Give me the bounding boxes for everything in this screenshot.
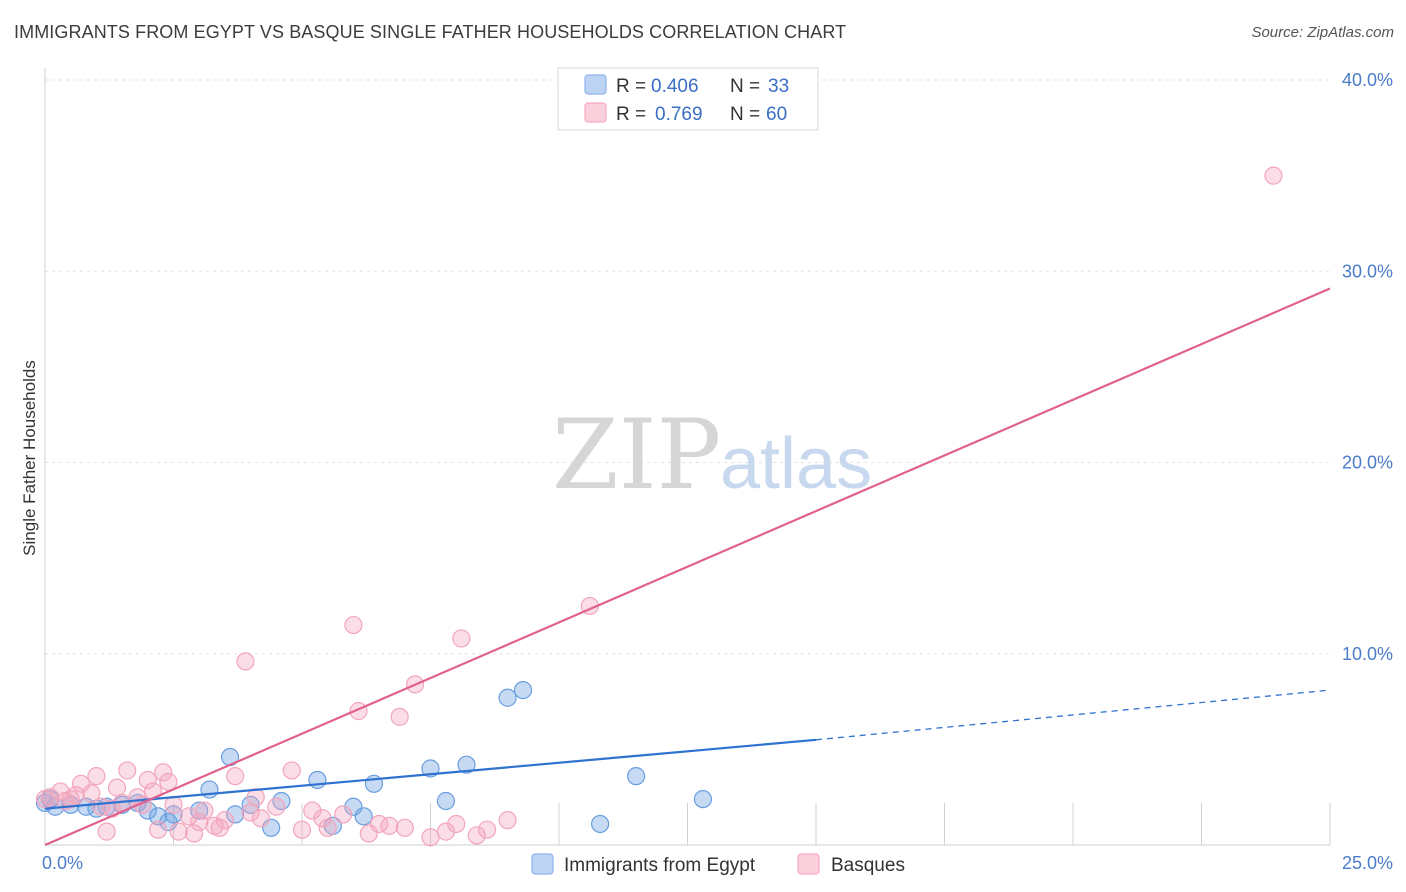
point-basques-19 [169,822,188,841]
watermark: ZIP atlas [552,399,872,511]
point-basques-40 [390,707,409,726]
y-tick-labels: 10.0% 20.0% 30.0% 40.0% [1342,70,1393,664]
bottom-legend-swatch-basques [797,853,820,875]
y-tick-label-3: 40.0% [1342,70,1393,90]
point-egypt-22 [354,807,373,826]
point-basques-46 [477,820,497,839]
bottom-legend-label-basques: Basques [831,855,905,876]
legend-r-label-basques: R = [616,104,646,125]
point-basques-22 [190,812,209,832]
x-tick-label-max: 25.0% [1342,853,1393,873]
point-basques-51 [61,789,80,809]
bottom-legend: Immigrants from Egypt Basques [531,853,905,876]
point-egypt-29 [693,789,713,809]
trend-line-basques [44,287,1331,847]
point-basques-11 [118,761,137,780]
point-egypt-15 [226,805,245,824]
y-tick-label-2: 30.0% [1342,261,1393,281]
point-egypt-28 [626,767,646,786]
legend: R = 0.406 N = 33 R = 0.769 N = 60 [557,67,819,131]
point-basques-57 [380,816,399,835]
point-egypt-18 [272,791,291,811]
point-basques-27 [236,652,255,671]
source-label: Source: ZipAtlas.com [1251,24,1394,41]
point-basques-18 [164,795,183,814]
trend-lines [44,287,1331,847]
trend-line-egypt-extension [815,689,1331,741]
point-basques-33 [303,801,322,820]
point-basques-55 [246,788,265,807]
point-basques-1 [51,782,70,801]
chart-title: IMMIGRANTS FROM EGYPT VS BASQUE SINGLE F… [14,22,847,42]
point-egypt-31 [513,680,533,700]
point-basques-35 [334,805,353,824]
legend-r-label-egypt: R = [616,76,646,97]
point-basques-14 [138,770,157,790]
point-basques-16 [148,820,168,839]
y-tick-label-1: 20.0% [1342,453,1393,473]
point-egypt-24 [421,759,440,778]
point-egypt-25 [436,791,456,811]
trend-line-egypt [44,738,817,810]
point-basques-50 [35,789,55,809]
bottom-legend-swatch-egypt [531,853,554,875]
y-axis-label: Single Father Households [20,360,39,556]
point-basques-59 [467,826,486,845]
point-basques-41 [395,818,414,837]
point-basques-44 [447,814,466,834]
legend-r-value-basques: 0.769 [655,104,703,125]
point-basques-34 [318,818,337,837]
point-basques-58 [421,828,440,847]
legend-swatch-egypt [584,74,607,95]
point-egypt-8 [138,801,157,820]
point-basques-30 [267,797,286,816]
legend-n-label-basques: N = [730,104,760,125]
legend-swatch-basques [584,102,607,123]
point-basques-54 [210,818,229,837]
point-egypt-26 [457,755,476,774]
watermark-zip: ZIP [552,399,721,511]
point-basques-49 [1264,166,1283,185]
watermark-atlas: atlas [720,424,872,504]
point-basques-6 [87,767,106,786]
point-basques-29 [251,809,270,828]
point-egypt-27 [591,814,610,834]
point-basques-36 [344,615,363,635]
legend-n-value-egypt: 33 [768,76,789,97]
point-egypt-9 [148,807,168,826]
point-basques-47 [498,811,517,830]
x-tick-labels: 0.0% 25.0% [42,853,1393,873]
point-basques-26 [226,767,245,786]
bottom-legend-label-egypt: Immigrants from Egypt [564,855,756,876]
point-basques-53 [154,763,173,782]
point-basques-31 [282,761,301,780]
point-egypt-11 [164,805,183,824]
point-basques-56 [313,809,332,828]
point-basques-32 [292,820,312,839]
legend-n-value-basques: 60 [766,104,787,125]
point-basques-8 [97,822,116,841]
y-tick-label-0: 10.0% [1342,644,1393,664]
scatter-points [35,166,1283,847]
point-basques-5 [82,784,101,803]
point-basques-45 [452,629,471,648]
legend-n-label-egypt: N = [730,76,760,97]
axes [44,68,1330,846]
point-basques-23 [195,801,214,820]
legend-r-value-egypt: 0.406 [651,76,699,97]
point-egypt-30 [498,688,517,707]
point-basques-21 [184,824,204,843]
point-basques-52 [107,778,127,797]
x-tick-label-min: 0.0% [42,853,83,873]
